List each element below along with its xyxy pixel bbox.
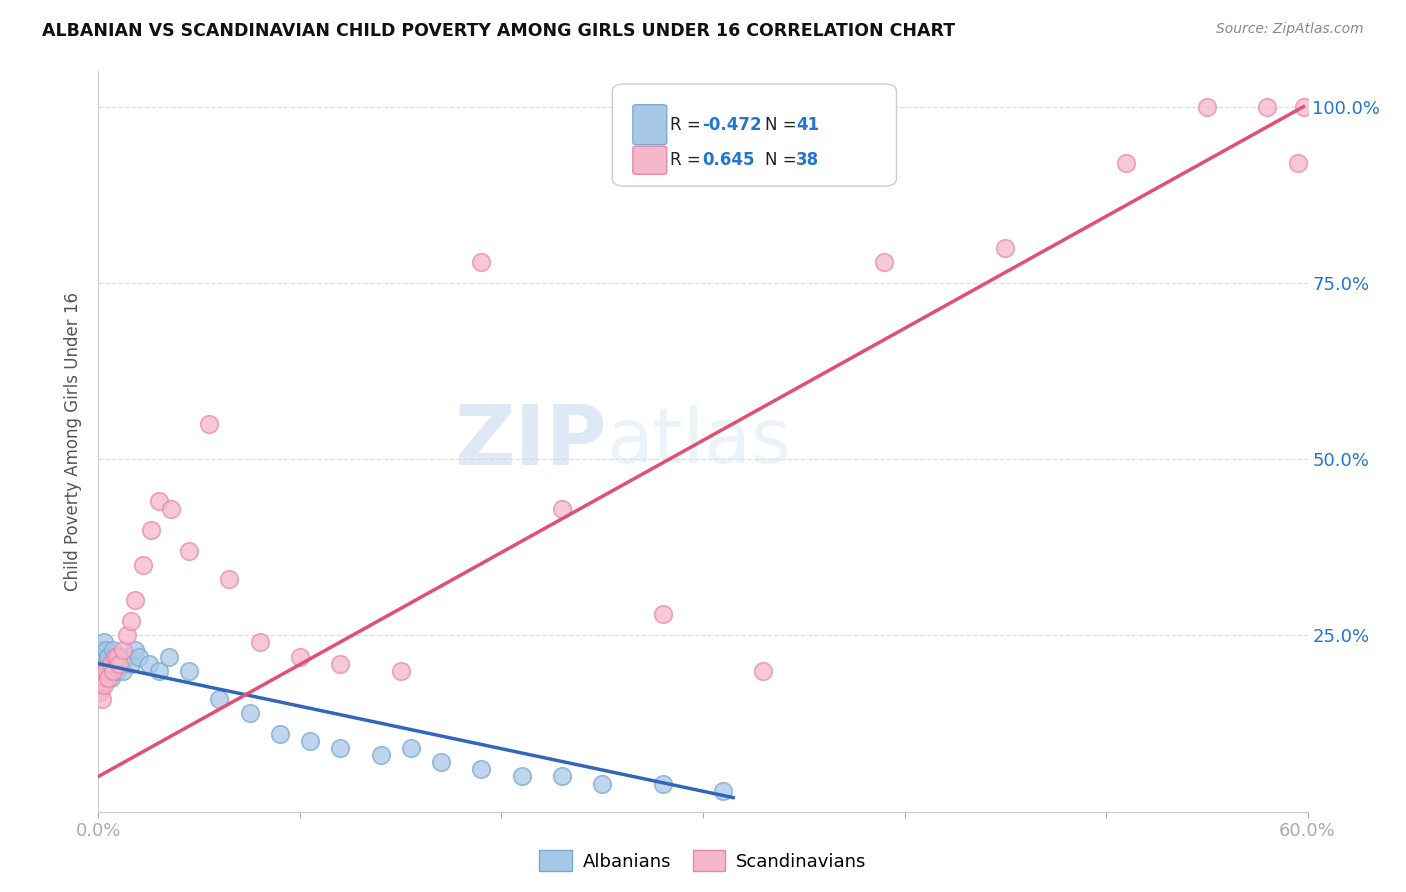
Point: [288, 649, 311, 664]
Point: [103, 649, 125, 664]
Point: [994, 241, 1017, 255]
Point: [470, 254, 492, 268]
Point: [93, 671, 115, 685]
Point: [107, 657, 129, 671]
FancyBboxPatch shape: [633, 146, 666, 174]
Point: [111, 642, 134, 657]
Text: N =: N =: [765, 152, 801, 169]
Y-axis label: Child Poverty Among Girls Under 16: Child Poverty Among Girls Under 16: [65, 292, 83, 591]
Point: [89, 649, 111, 664]
Point: [873, 254, 896, 268]
Point: [160, 501, 183, 516]
Point: [100, 657, 122, 671]
Point: [179, 664, 201, 678]
Point: [103, 649, 125, 664]
Point: [107, 649, 129, 664]
Point: [93, 671, 115, 685]
Point: [132, 558, 155, 572]
Point: [1195, 100, 1218, 114]
Point: [91, 678, 114, 692]
Point: [370, 748, 392, 763]
Point: [1286, 156, 1309, 170]
Point: [269, 727, 291, 741]
Point: [91, 692, 114, 706]
Point: [329, 741, 352, 756]
Point: [115, 649, 138, 664]
Point: [97, 649, 120, 664]
Point: [124, 593, 146, 607]
Point: [91, 642, 114, 657]
Point: [1292, 100, 1315, 114]
Point: [430, 756, 453, 770]
Point: [551, 769, 574, 783]
Point: [115, 628, 138, 642]
FancyBboxPatch shape: [613, 84, 897, 186]
Point: [93, 649, 115, 664]
Point: [91, 664, 114, 678]
Point: [97, 664, 120, 678]
Point: [218, 572, 240, 586]
Text: N =: N =: [765, 116, 801, 134]
Point: [148, 664, 170, 678]
Text: ALBANIAN VS SCANDINAVIAN CHILD POVERTY AMONG GIRLS UNDER 16 CORRELATION CHART: ALBANIAN VS SCANDINAVIAN CHILD POVERTY A…: [42, 22, 955, 40]
Text: -0.472: -0.472: [702, 116, 762, 134]
Point: [110, 657, 132, 671]
Point: [1115, 156, 1137, 170]
Point: [96, 642, 118, 657]
Point: [139, 523, 162, 537]
Text: 41: 41: [796, 116, 820, 134]
Point: [198, 417, 221, 431]
Text: Source: ZipAtlas.com: Source: ZipAtlas.com: [1216, 22, 1364, 37]
Point: [120, 657, 142, 671]
Point: [111, 664, 134, 678]
Point: [148, 494, 170, 508]
Point: [510, 769, 533, 783]
Point: [551, 501, 574, 516]
Point: [120, 615, 142, 629]
Point: [89, 685, 111, 699]
Point: [93, 678, 115, 692]
Point: [96, 664, 118, 678]
Point: [299, 734, 322, 748]
Text: R =: R =: [671, 152, 706, 169]
Point: [239, 706, 262, 720]
Point: [651, 607, 673, 622]
Point: [470, 763, 492, 777]
Point: [100, 671, 122, 685]
Point: [89, 678, 111, 692]
Point: [711, 783, 734, 797]
Point: [399, 741, 422, 756]
FancyBboxPatch shape: [633, 104, 666, 145]
Text: atlas: atlas: [606, 405, 792, 478]
Point: [105, 649, 128, 664]
Point: [105, 664, 128, 678]
Point: [389, 664, 412, 678]
Point: [138, 657, 160, 671]
Point: [101, 642, 124, 657]
Point: [651, 776, 673, 790]
Point: [208, 692, 231, 706]
Point: [752, 664, 775, 678]
Point: [124, 642, 146, 657]
Point: [96, 657, 118, 671]
Text: R =: R =: [671, 116, 706, 134]
Point: [97, 671, 120, 685]
Point: [249, 635, 271, 649]
Point: [101, 664, 124, 678]
Point: [179, 544, 201, 558]
Point: [128, 649, 150, 664]
Point: [100, 657, 122, 671]
Text: 0.645: 0.645: [702, 152, 754, 169]
Point: [591, 776, 613, 790]
Point: [1256, 100, 1278, 114]
Point: [157, 649, 180, 664]
Point: [329, 657, 352, 671]
Text: 38: 38: [796, 152, 820, 169]
Text: ZIP: ZIP: [454, 401, 606, 482]
Legend: Albanians, Scandinavians: Albanians, Scandinavians: [533, 843, 873, 879]
Point: [93, 635, 115, 649]
